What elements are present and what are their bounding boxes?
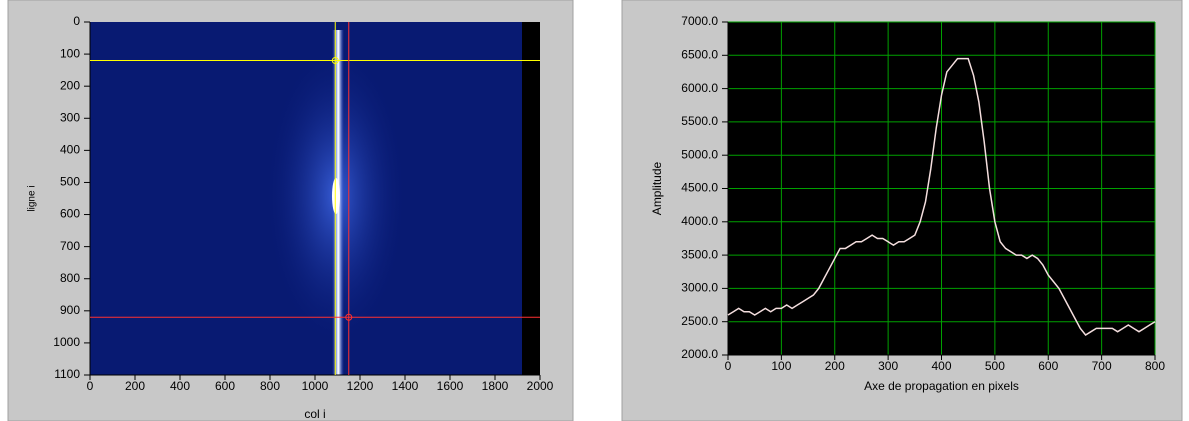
y-tick-label: 4000.0 <box>681 214 718 228</box>
cursor-point <box>331 57 339 65</box>
y-tick-label: 7000.0 <box>681 14 718 28</box>
y-tick-label: 5000.0 <box>681 147 718 161</box>
x-tick-label: 0 <box>725 359 732 373</box>
x-axis-label: Axe de propagation en pixels <box>864 379 1019 393</box>
x-tick-label: 1800 <box>482 379 509 393</box>
x-tick-label: 400 <box>170 379 190 393</box>
y-tick-label: 700 <box>60 239 80 253</box>
x-tick-label: 500 <box>985 359 1005 373</box>
x-tick-label: 100 <box>771 359 791 373</box>
x-tick-label: 200 <box>825 359 845 373</box>
y-axis-label: Amplitude <box>650 162 664 216</box>
x-tick-label: 300 <box>878 359 898 373</box>
x-tick-label: 600 <box>215 379 235 393</box>
y-tick-label: 200 <box>60 78 80 92</box>
x-tick-label: 1600 <box>437 379 464 393</box>
y-tick-label: 5500.0 <box>681 114 718 128</box>
x-tick-label: 1000 <box>302 379 329 393</box>
x-tick-label: 600 <box>1038 359 1058 373</box>
x-tick-label: 1400 <box>392 379 419 393</box>
x-tick-label: 1200 <box>347 379 374 393</box>
x-axis-label: col i <box>304 407 325 421</box>
x-tick-label: 200 <box>125 379 145 393</box>
y-tick-label: 500 <box>60 175 80 189</box>
y-axis-label: ligne i <box>27 185 38 211</box>
x-tick-label: 2000 <box>527 379 554 393</box>
y-tick-label: 2000.0 <box>681 347 718 361</box>
y-tick-label: 600 <box>60 207 80 221</box>
y-tick-label: 3500.0 <box>681 247 718 261</box>
y-tick-label: 4500.0 <box>681 181 718 195</box>
x-tick-label: 0 <box>87 379 94 393</box>
y-tick-label: 2500.0 <box>681 314 718 328</box>
y-tick-label: 6000.0 <box>681 81 718 95</box>
x-tick-label: 800 <box>1145 359 1165 373</box>
y-tick-label: 6500.0 <box>681 47 718 61</box>
y-tick-label: 300 <box>60 110 80 124</box>
x-tick-label: 400 <box>931 359 951 373</box>
y-tick-label: 1000 <box>53 335 80 349</box>
y-tick-label: 900 <box>60 303 80 317</box>
y-tick-label: 0 <box>73 14 80 28</box>
series-line <box>727 57 1156 337</box>
y-tick-label: 1100 <box>54 367 80 381</box>
y-tick-label: 100 <box>60 46 80 60</box>
y-tick-label: 3000.0 <box>681 281 718 295</box>
y-tick-label: 800 <box>60 271 80 285</box>
x-tick-label: 700 <box>1092 359 1112 373</box>
intensity-image <box>90 22 540 375</box>
x-tick-label: 800 <box>260 379 280 393</box>
cursor-point <box>345 313 353 321</box>
y-tick-label: 400 <box>60 143 80 157</box>
